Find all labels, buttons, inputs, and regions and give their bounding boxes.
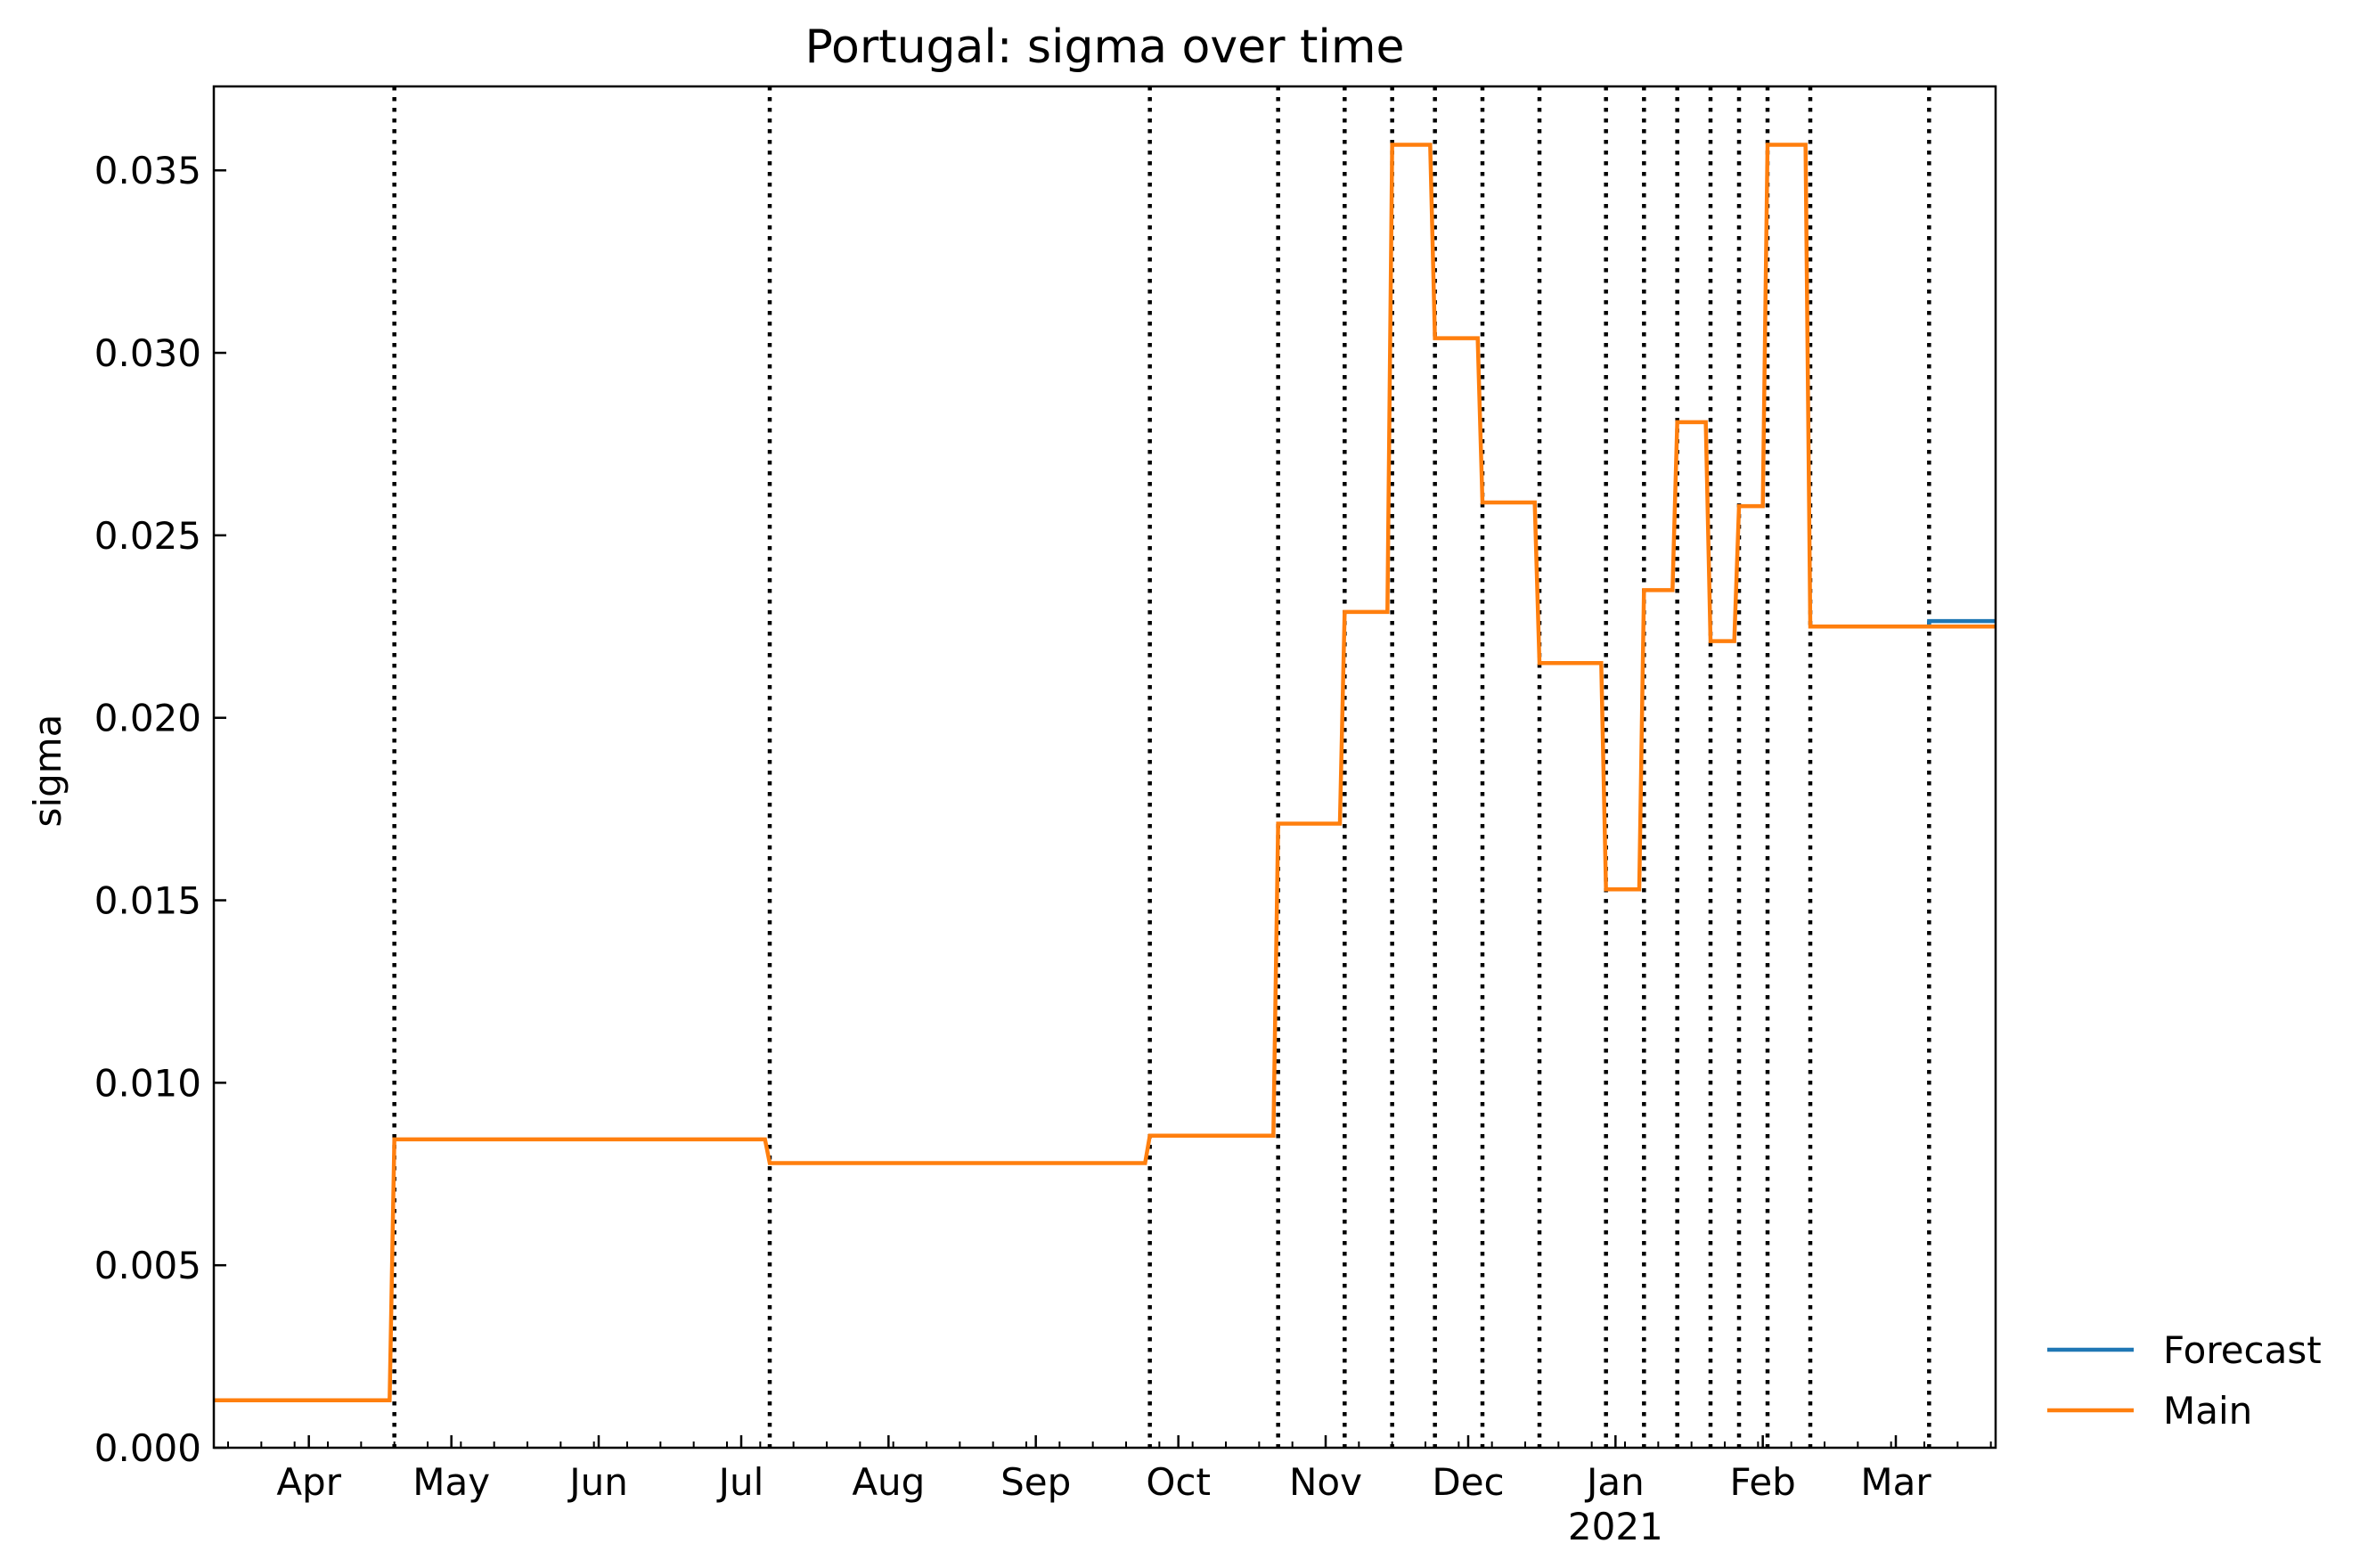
y-axis-label: sigma xyxy=(26,715,69,828)
x-tick-label: Oct xyxy=(1146,1460,1211,1504)
series-line-main xyxy=(214,143,1996,1402)
legend-label-main: Main xyxy=(2163,1389,2252,1433)
x-tick-label: May xyxy=(412,1460,490,1504)
x-tick-label: Aug xyxy=(852,1460,925,1504)
axes: 0.000 0.005 0.010 0.015 0.020 0.025 0.030 0.035… xyxy=(94,85,1997,1548)
x-tick-label: Mar xyxy=(1860,1460,1931,1504)
x-tick-label: Dec xyxy=(1432,1460,1504,1504)
series-lines xyxy=(214,143,1996,1402)
chart-title: Portugal: sigma over time xyxy=(805,20,1405,74)
y-tick-label: 0.005 xyxy=(94,1244,201,1287)
x-tick-label: Jul xyxy=(716,1460,764,1504)
y-tick-label: 0.000 xyxy=(94,1426,201,1470)
y-tick-label: 0.020 xyxy=(94,697,201,740)
x-tick-label: Apr xyxy=(276,1460,341,1504)
legend-label-forecast: Forecast xyxy=(2163,1328,2322,1372)
legend: Forecast Main xyxy=(2047,1328,2322,1433)
x-tick-label: Jan xyxy=(1584,1460,1645,1504)
breakpoint-lines xyxy=(392,86,1931,1448)
y-tick-label: 0.035 xyxy=(94,149,201,192)
y-tick-label: 0.030 xyxy=(94,331,201,375)
y-tick-label: 0.015 xyxy=(94,879,201,923)
x-tick-label: Jun xyxy=(567,1460,628,1504)
x-tick-label: Nov xyxy=(1289,1460,1362,1504)
x-tick-label: Feb xyxy=(1729,1460,1795,1504)
plot-frame xyxy=(212,85,1997,1450)
x-year-label: 2021 xyxy=(1568,1505,1663,1548)
y-tick-label: 0.025 xyxy=(94,514,201,558)
x-tick-label: Sep xyxy=(1000,1460,1071,1504)
y-tick-label: 0.010 xyxy=(94,1061,201,1105)
